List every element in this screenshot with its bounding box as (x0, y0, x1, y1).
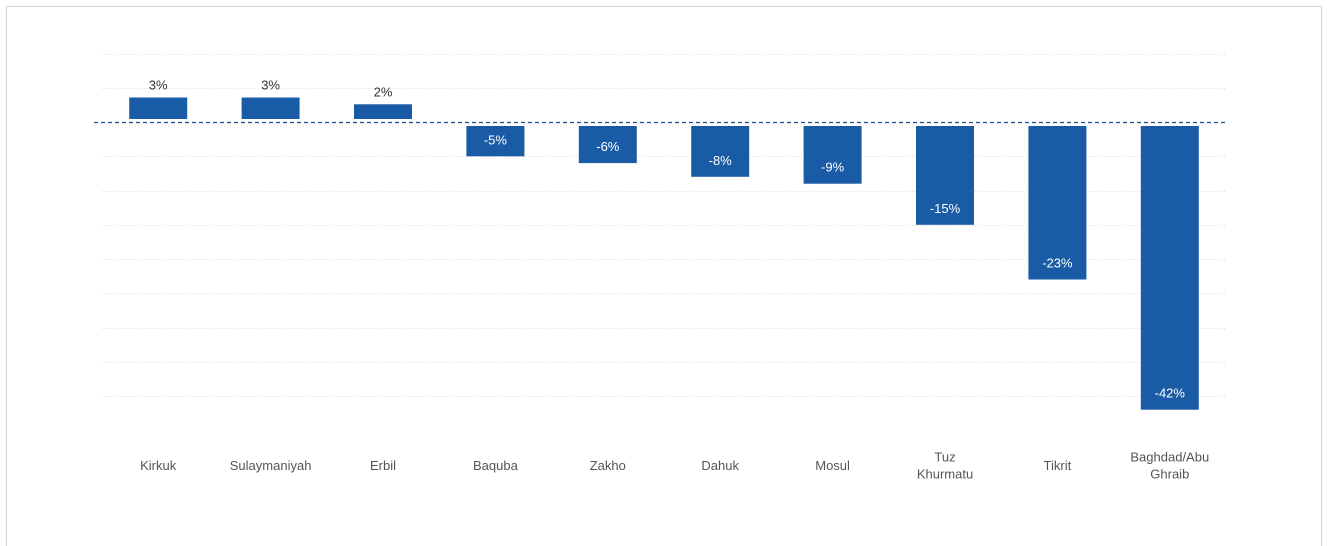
data-label-3: -5% (484, 132, 508, 147)
tick-label-9: Baghdad/Abu Ghraib (1130, 450, 1209, 482)
tick-label-line: Erbil (370, 458, 396, 473)
tick-label-line: Mosul (815, 458, 850, 473)
tick-label-7: Tuz Khurmatu (917, 450, 973, 482)
data-label-6: -9% (821, 160, 845, 175)
tick-label-line: Ghraib (1150, 467, 1189, 482)
tick-label-6: Mosul (815, 458, 850, 473)
data-label-8: -23% (1042, 256, 1073, 271)
data-label-5: -8% (709, 153, 733, 168)
bar-4 (578, 126, 637, 164)
bar-6 (803, 126, 862, 184)
bar-8 (1028, 126, 1087, 280)
data-label-0: 3% (149, 78, 168, 93)
tick-label-line: Khurmatu (917, 467, 973, 482)
tick-label-line: Sulaymaniyah (230, 458, 312, 473)
tick-label-line: Tikrit (1044, 458, 1072, 473)
tick-label-3: Baquba (473, 458, 519, 473)
bar-0 (129, 97, 188, 119)
tick-label-0: Kirkuk (140, 458, 177, 473)
data-label-9: -42% (1155, 386, 1186, 401)
bar-2 (354, 104, 412, 119)
bar-9 (1140, 126, 1199, 410)
tick-label-1: Sulaymaniyah (230, 458, 312, 473)
bar-7 (916, 126, 974, 225)
tick-label-line: Dahuk (701, 458, 739, 473)
tick-label-line: Kirkuk (140, 458, 177, 473)
data-labels: 3% 3% 2% -5% -6% -8% -9% -15% -23% -42% (149, 78, 1186, 401)
tick-label-4: Zakho (590, 458, 626, 473)
bars (129, 97, 1199, 410)
data-label-7: -15% (930, 201, 961, 216)
tick-label-line: Zakho (590, 458, 626, 473)
tick-label-line: Tuz (934, 450, 955, 465)
tick-label-line: Baghdad/Abu (1130, 450, 1209, 465)
data-label-4: -6% (596, 139, 620, 154)
chart-frame (6, 6, 1322, 546)
bar-3 (466, 126, 525, 157)
data-label-2: 2% (374, 84, 393, 99)
tick-label-5: Dahuk (701, 458, 739, 473)
data-label-1: 3% (261, 78, 280, 93)
tick-label-line: Baquba (473, 458, 519, 473)
x-tick-labels: Kirkuk Sulaymaniyah Erbil Baquba Zakho Dahuk M… (140, 450, 1209, 482)
gridlines (102, 54, 1226, 397)
tick-label-2: Erbil (370, 458, 396, 473)
tick-label-8: Tikrit (1044, 458, 1072, 473)
bar-5 (691, 126, 750, 177)
bar-1 (241, 97, 300, 119)
